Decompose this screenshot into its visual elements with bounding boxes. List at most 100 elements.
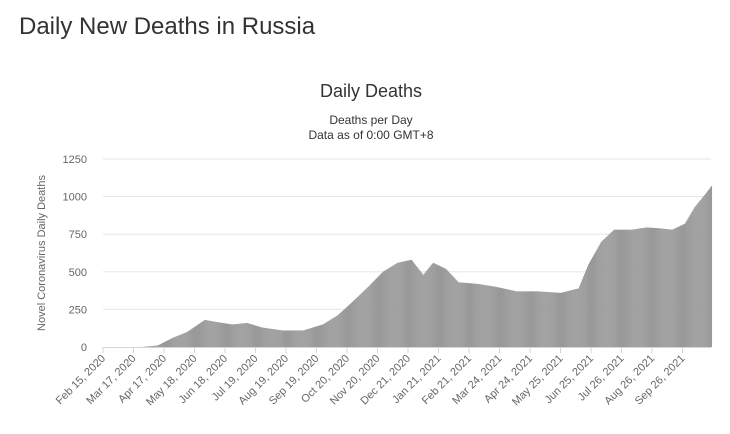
deaths-bar — [521, 291, 523, 347]
deaths-bar — [465, 282, 467, 347]
deaths-bar — [694, 207, 696, 347]
deaths-bar — [522, 291, 524, 347]
deaths-bar — [625, 229, 627, 347]
deaths-bar — [279, 330, 281, 347]
deaths-bar — [578, 288, 580, 347]
deaths-bar — [200, 322, 202, 347]
deaths-bar — [560, 292, 562, 347]
deaths-bar — [152, 345, 154, 347]
deaths-bar — [418, 269, 420, 347]
deaths-bar — [641, 228, 643, 347]
deaths-bar — [214, 321, 216, 347]
deaths-bar — [513, 290, 515, 347]
deaths-bar — [173, 337, 175, 347]
deaths-bar — [358, 295, 360, 347]
deaths-bar — [690, 213, 692, 347]
deaths-bar — [597, 246, 599, 347]
deaths-bar — [178, 335, 180, 347]
deaths-bar — [549, 292, 551, 347]
deaths-bar — [703, 196, 705, 347]
deaths-bar — [633, 229, 635, 347]
deaths-bar — [195, 325, 197, 347]
deaths-bar — [151, 346, 153, 347]
deaths-bar — [266, 328, 268, 347]
y-tick-label: 750 — [69, 229, 87, 241]
deaths-bar — [443, 267, 445, 347]
deaths-bar — [365, 288, 367, 347]
deaths-bar — [291, 330, 293, 347]
deaths-bar — [265, 328, 267, 347]
deaths-bar — [193, 327, 195, 347]
deaths-bar — [685, 222, 687, 347]
deaths-bar — [301, 330, 303, 347]
deaths-bar — [387, 268, 389, 347]
deaths-bar — [302, 330, 304, 347]
deaths-bar — [632, 229, 634, 347]
deaths-bar — [208, 320, 210, 347]
deaths-bar — [184, 332, 186, 347]
deaths-bar — [284, 330, 286, 347]
deaths-bar — [503, 288, 505, 347]
deaths-bar — [442, 267, 444, 347]
deaths-bar — [617, 229, 619, 347]
deaths-bar — [176, 335, 178, 347]
deaths-bar — [590, 259, 593, 347]
deaths-bar — [397, 262, 399, 347]
deaths-bar — [485, 285, 487, 347]
deaths-bar — [627, 229, 629, 347]
deaths-bar — [492, 286, 494, 347]
deaths-bar — [360, 293, 362, 347]
deaths-bar — [413, 263, 415, 347]
deaths-bar — [414, 264, 416, 347]
deaths-bar — [677, 226, 679, 347]
deaths-bar — [375, 278, 377, 347]
deaths-bar — [444, 268, 446, 347]
deaths-bar — [148, 346, 150, 347]
deaths-bar — [382, 271, 384, 347]
deaths-bar — [398, 262, 400, 347]
deaths-bar — [342, 310, 344, 347]
deaths-bar — [528, 291, 531, 347]
deaths-bar — [402, 261, 404, 347]
deaths-bar — [629, 229, 631, 347]
deaths-bar — [486, 285, 488, 347]
deaths-bar — [452, 276, 454, 347]
deaths-bar — [197, 324, 199, 347]
deaths-bar — [194, 326, 196, 347]
deaths-bar — [602, 239, 604, 347]
deaths-bar — [541, 291, 543, 347]
deaths-bar — [575, 289, 577, 347]
deaths-bar — [487, 285, 489, 347]
deaths-bar — [483, 284, 485, 347]
deaths-bar — [263, 327, 265, 347]
deaths-bar — [475, 283, 477, 347]
deaths-bar — [374, 279, 376, 347]
deaths-bar — [612, 230, 614, 347]
deaths-bar — [556, 292, 558, 347]
deaths-bar — [538, 291, 540, 347]
deaths-bar — [564, 291, 566, 347]
deaths-bar — [662, 228, 664, 347]
deaths-bar — [585, 271, 587, 347]
deaths-bar — [421, 273, 423, 347]
deaths-bar — [705, 193, 707, 347]
deaths-bar — [192, 327, 194, 347]
deaths-bar — [514, 290, 516, 347]
deaths-bar — [505, 288, 507, 347]
deaths-bar — [229, 324, 231, 347]
deaths-bar — [546, 291, 548, 347]
deaths-bar — [250, 324, 252, 347]
deaths-bar — [634, 229, 636, 347]
deaths-bar — [488, 285, 490, 347]
deaths-bar — [508, 289, 510, 347]
deaths-bar — [494, 286, 496, 347]
deaths-bar — [210, 320, 212, 347]
deaths-bar — [380, 273, 382, 347]
deaths-bar — [565, 291, 567, 347]
deaths-bar — [659, 228, 661, 347]
deaths-bar — [307, 328, 309, 347]
deaths-bar — [688, 217, 690, 347]
deaths-bar — [354, 299, 356, 347]
deaths-bar — [424, 272, 426, 347]
